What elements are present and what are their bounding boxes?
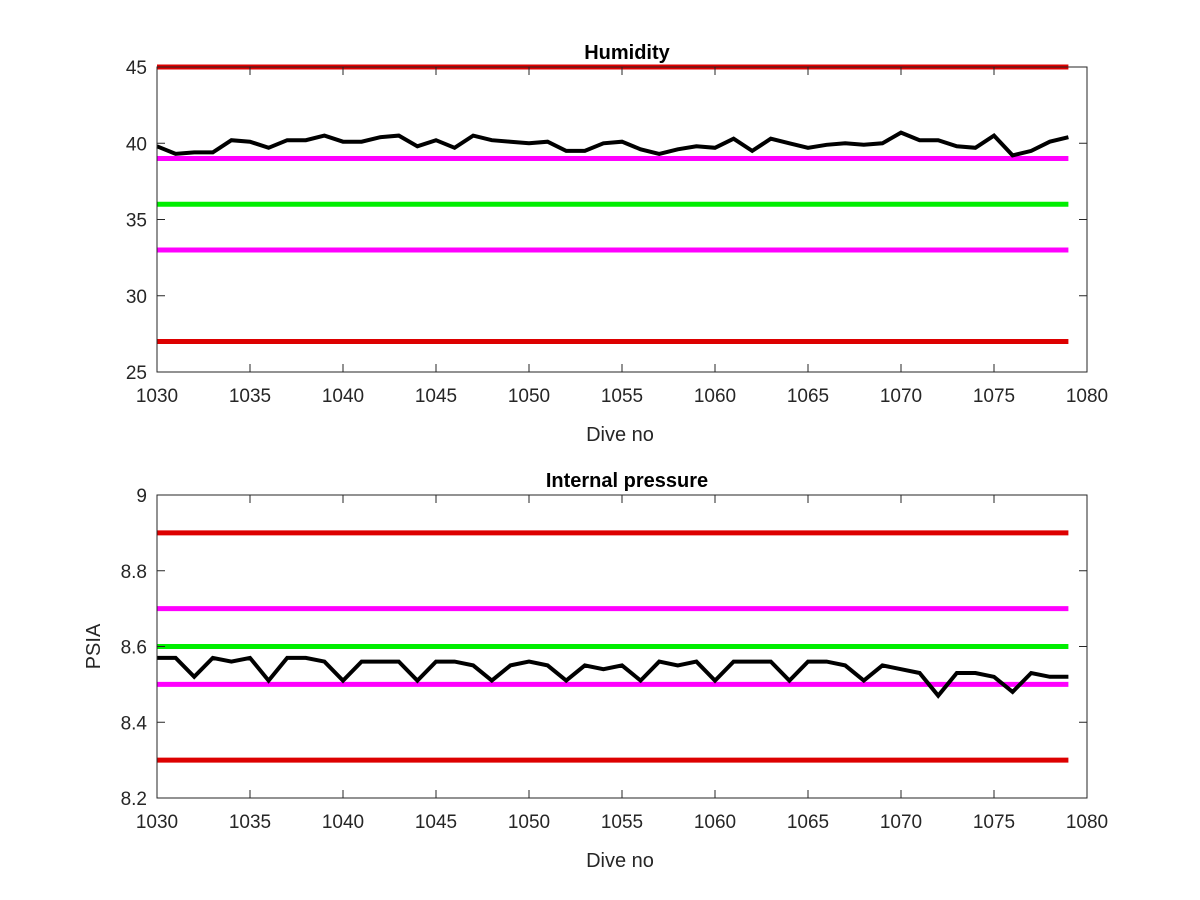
x-tick-label: 1060 xyxy=(694,812,736,833)
y-tick-label: 45 xyxy=(126,58,147,79)
series-line xyxy=(157,655,1069,699)
chart-title: Humidity xyxy=(584,42,670,64)
x-axis-label: Dive no xyxy=(586,850,654,872)
y-tick-label: 9 xyxy=(136,486,147,507)
x-tick-label: 1030 xyxy=(136,812,178,833)
x-tick-label: 1060 xyxy=(694,386,736,407)
y-tick-label: 8.2 xyxy=(121,789,147,810)
x-tick-label: 1080 xyxy=(1066,386,1108,407)
x-tick-label: 1065 xyxy=(787,812,829,833)
chart-title: Internal pressure xyxy=(546,470,708,492)
y-tick-label: 8.6 xyxy=(121,638,147,659)
series-line xyxy=(156,130,1069,158)
x-tick-label: 1050 xyxy=(508,812,550,833)
x-tick-label: 1075 xyxy=(973,812,1015,833)
x-tick-label: 1030 xyxy=(136,386,178,407)
x-tick-label: 1080 xyxy=(1066,812,1108,833)
x-tick-label: 1075 xyxy=(973,386,1015,407)
x-tick-label: 1050 xyxy=(508,386,550,407)
plot-area xyxy=(157,67,1087,372)
chart-panel-1: 1030 1035 1040 1045 1050 1055 1060 1065 1070 1075… xyxy=(126,42,1108,446)
y-tick-label: 25 xyxy=(126,363,147,384)
x-tick-label: 1035 xyxy=(229,386,271,407)
x-tick-label: 1035 xyxy=(229,812,271,833)
y-tick-label: 8.8 xyxy=(121,562,147,583)
x-tick-label: 1065 xyxy=(787,386,829,407)
x-tick-label: 1055 xyxy=(601,386,643,407)
y-tick-label: 35 xyxy=(126,211,147,232)
x-tick-label: 1070 xyxy=(880,386,922,407)
y-tick-label: 30 xyxy=(126,287,147,308)
x-tick-label: 1070 xyxy=(880,812,922,833)
chart-panel-2: 1030 1035 1040 1045 1050 1055 1060 1065 1070 1075… xyxy=(83,470,1108,872)
x-tick-label: 1045 xyxy=(415,812,457,833)
x-tick-label: 1045 xyxy=(415,386,457,407)
x-axis-label: Dive no xyxy=(586,424,654,446)
y-tick-label: 8.4 xyxy=(121,713,148,734)
y-axis-label: PSIA xyxy=(83,623,105,669)
x-tick-label: 1040 xyxy=(322,386,364,407)
x-tick-label: 1055 xyxy=(601,812,643,833)
x-tick-label: 1040 xyxy=(322,812,364,833)
y-tick-label: 40 xyxy=(126,134,147,155)
